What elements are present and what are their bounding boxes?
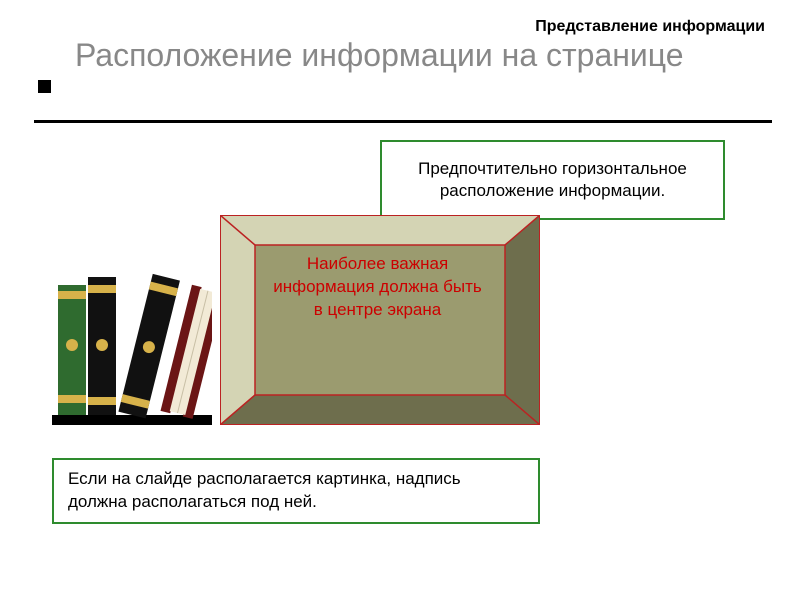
slide-title: Расположение информации на странице (75, 36, 684, 74)
books-illustration (52, 255, 212, 425)
title-bullet (38, 80, 51, 93)
center-panel-text: Наиболее важная информация должна быть в… (270, 253, 485, 322)
header-label: Представление информации (535, 18, 765, 36)
info-box-bottom: Если на слайде располагается картинка, н… (52, 458, 540, 524)
info-box-top: Предпочтительно горизонтальное расположе… (380, 140, 725, 220)
title-rule (34, 120, 772, 123)
